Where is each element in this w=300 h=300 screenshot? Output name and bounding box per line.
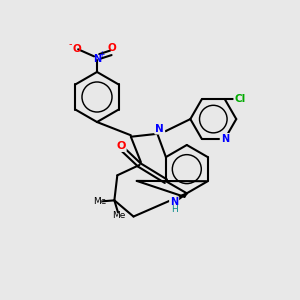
Text: Me: Me — [94, 197, 107, 206]
Text: N: N — [155, 124, 164, 134]
Text: O: O — [116, 141, 125, 151]
Text: N: N — [221, 134, 229, 144]
Text: Cl: Cl — [235, 94, 246, 104]
Text: -: - — [69, 39, 72, 49]
Text: N: N — [93, 54, 101, 64]
Text: O: O — [108, 44, 117, 53]
Text: H: H — [171, 205, 178, 214]
Text: Me: Me — [112, 211, 125, 220]
Text: O: O — [72, 44, 81, 54]
Text: +: + — [98, 50, 105, 59]
Text: N: N — [170, 197, 178, 207]
